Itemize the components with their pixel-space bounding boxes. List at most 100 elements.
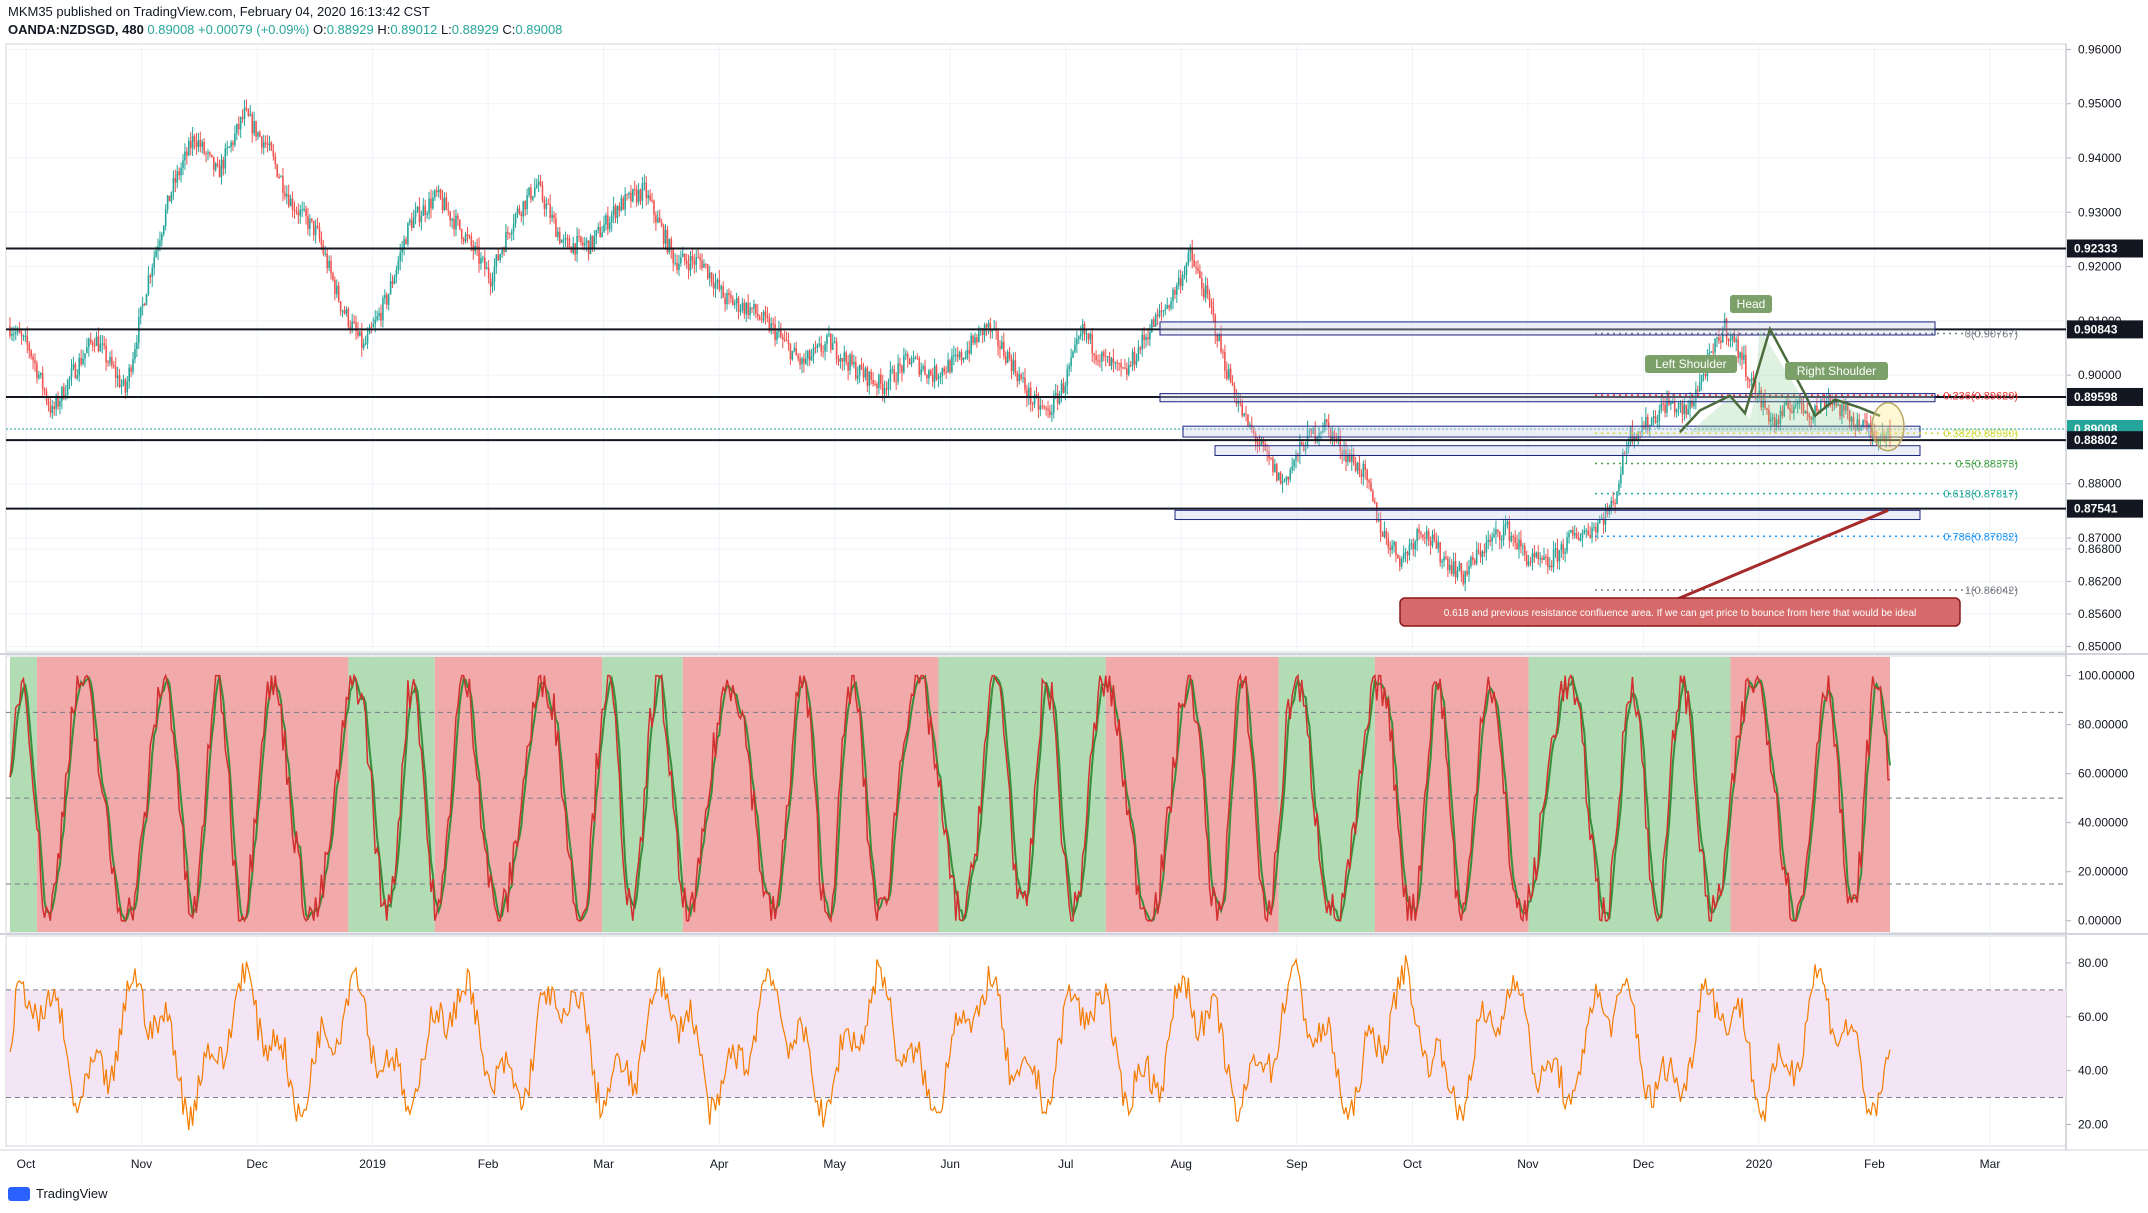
candle-body <box>730 294 732 299</box>
publish-info: MKM35 published on TradingView.com, Febr… <box>8 4 430 19</box>
candle-body <box>999 346 1001 349</box>
left-shoulder-label-bg <box>1645 355 1737 373</box>
candle-body <box>251 114 254 134</box>
candle-body <box>166 195 169 210</box>
candle-body <box>828 333 830 336</box>
candle-body <box>1844 405 1847 411</box>
level-price-label-bg <box>2067 239 2143 258</box>
candle-body <box>1758 390 1761 399</box>
candle-body <box>1179 277 1182 287</box>
candle-body <box>589 235 592 255</box>
candle-body <box>39 372 42 375</box>
candle-body <box>958 352 961 358</box>
candle-body <box>134 348 136 360</box>
candle-body <box>1798 396 1801 402</box>
candle-body <box>591 235 594 248</box>
candle-body <box>1812 417 1814 420</box>
candle-body <box>1418 529 1420 533</box>
fib-level-label: 0.382(0.88930) <box>1943 428 2018 440</box>
candle-body <box>1881 432 1884 437</box>
candle-body <box>151 267 154 278</box>
candle-body <box>1237 401 1240 404</box>
candle-body <box>1270 457 1272 459</box>
candle-body <box>328 260 330 269</box>
candle-body <box>532 196 534 200</box>
candle-body <box>1079 334 1082 337</box>
candle-body <box>1093 353 1095 356</box>
candle-body <box>562 239 565 241</box>
candle-body <box>1325 419 1328 423</box>
hs-pattern-fill <box>1690 329 1860 433</box>
candle-body <box>1696 389 1699 392</box>
candle-body <box>868 371 871 386</box>
candle-body <box>822 351 824 353</box>
candle-body <box>310 218 313 221</box>
candle-body <box>1004 356 1007 363</box>
candle-body <box>1414 541 1416 550</box>
candle-body <box>1202 288 1205 298</box>
candle-body <box>1349 453 1351 462</box>
candle-body <box>872 379 874 385</box>
candle-body <box>407 223 409 245</box>
candle-body <box>576 235 578 255</box>
candle-body <box>610 214 613 223</box>
candle-body <box>557 231 559 238</box>
candle-body <box>259 132 261 137</box>
candle-body <box>795 347 798 356</box>
candle-body <box>1037 396 1040 410</box>
candle-body <box>38 374 40 379</box>
candle-body <box>397 261 400 270</box>
price-tick-label: 0.92000 <box>2078 260 2122 274</box>
candle-body <box>41 372 44 389</box>
candle-body <box>703 263 705 268</box>
candle-body <box>462 239 465 242</box>
candle-body <box>1712 351 1714 353</box>
right-shoulder-label-bg <box>1785 362 1888 380</box>
stoch-k-line <box>9 672 1891 924</box>
candle-body <box>182 160 184 169</box>
candle-body <box>416 206 419 212</box>
candle-body <box>1222 351 1224 353</box>
candle-body <box>113 365 115 367</box>
candle-body <box>1312 427 1315 434</box>
candle-body <box>674 262 676 264</box>
candle-body <box>1718 337 1720 341</box>
candle-body <box>1823 400 1826 409</box>
candle-body <box>831 342 834 350</box>
candle-body <box>997 331 999 347</box>
candle-body <box>459 219 461 230</box>
candle-body <box>76 375 79 379</box>
candle-body <box>1229 368 1232 383</box>
candle-body <box>874 384 876 386</box>
candle-body <box>1022 377 1024 379</box>
candle-body <box>1277 472 1280 481</box>
candle-body <box>412 216 415 229</box>
head-label: Head <box>1737 297 1766 311</box>
candle-body <box>774 324 776 340</box>
stoch-tick-label: 60.00000 <box>2078 767 2128 781</box>
candle-body <box>1825 400 1828 409</box>
candle-body <box>756 313 759 317</box>
candle-body <box>1558 550 1561 562</box>
candle-body <box>1356 462 1359 471</box>
candle-body <box>937 377 940 380</box>
candle-body <box>359 331 361 336</box>
candle-body <box>1322 430 1324 433</box>
candle-body <box>1245 413 1247 415</box>
candle-body <box>66 380 69 395</box>
candle-body <box>1841 404 1843 417</box>
candle-body <box>1424 537 1426 539</box>
candle-body <box>749 307 751 316</box>
candle-body <box>63 386 65 399</box>
candle-body <box>1614 502 1616 504</box>
candle-body <box>347 308 350 327</box>
candle-body <box>833 341 836 343</box>
candle-body <box>226 147 229 149</box>
candle-body <box>1320 432 1322 434</box>
candle-body <box>1293 459 1295 467</box>
candle-body <box>1087 333 1090 340</box>
candle-body <box>270 142 273 151</box>
candle-body <box>1668 397 1670 405</box>
candle-body <box>78 357 81 376</box>
